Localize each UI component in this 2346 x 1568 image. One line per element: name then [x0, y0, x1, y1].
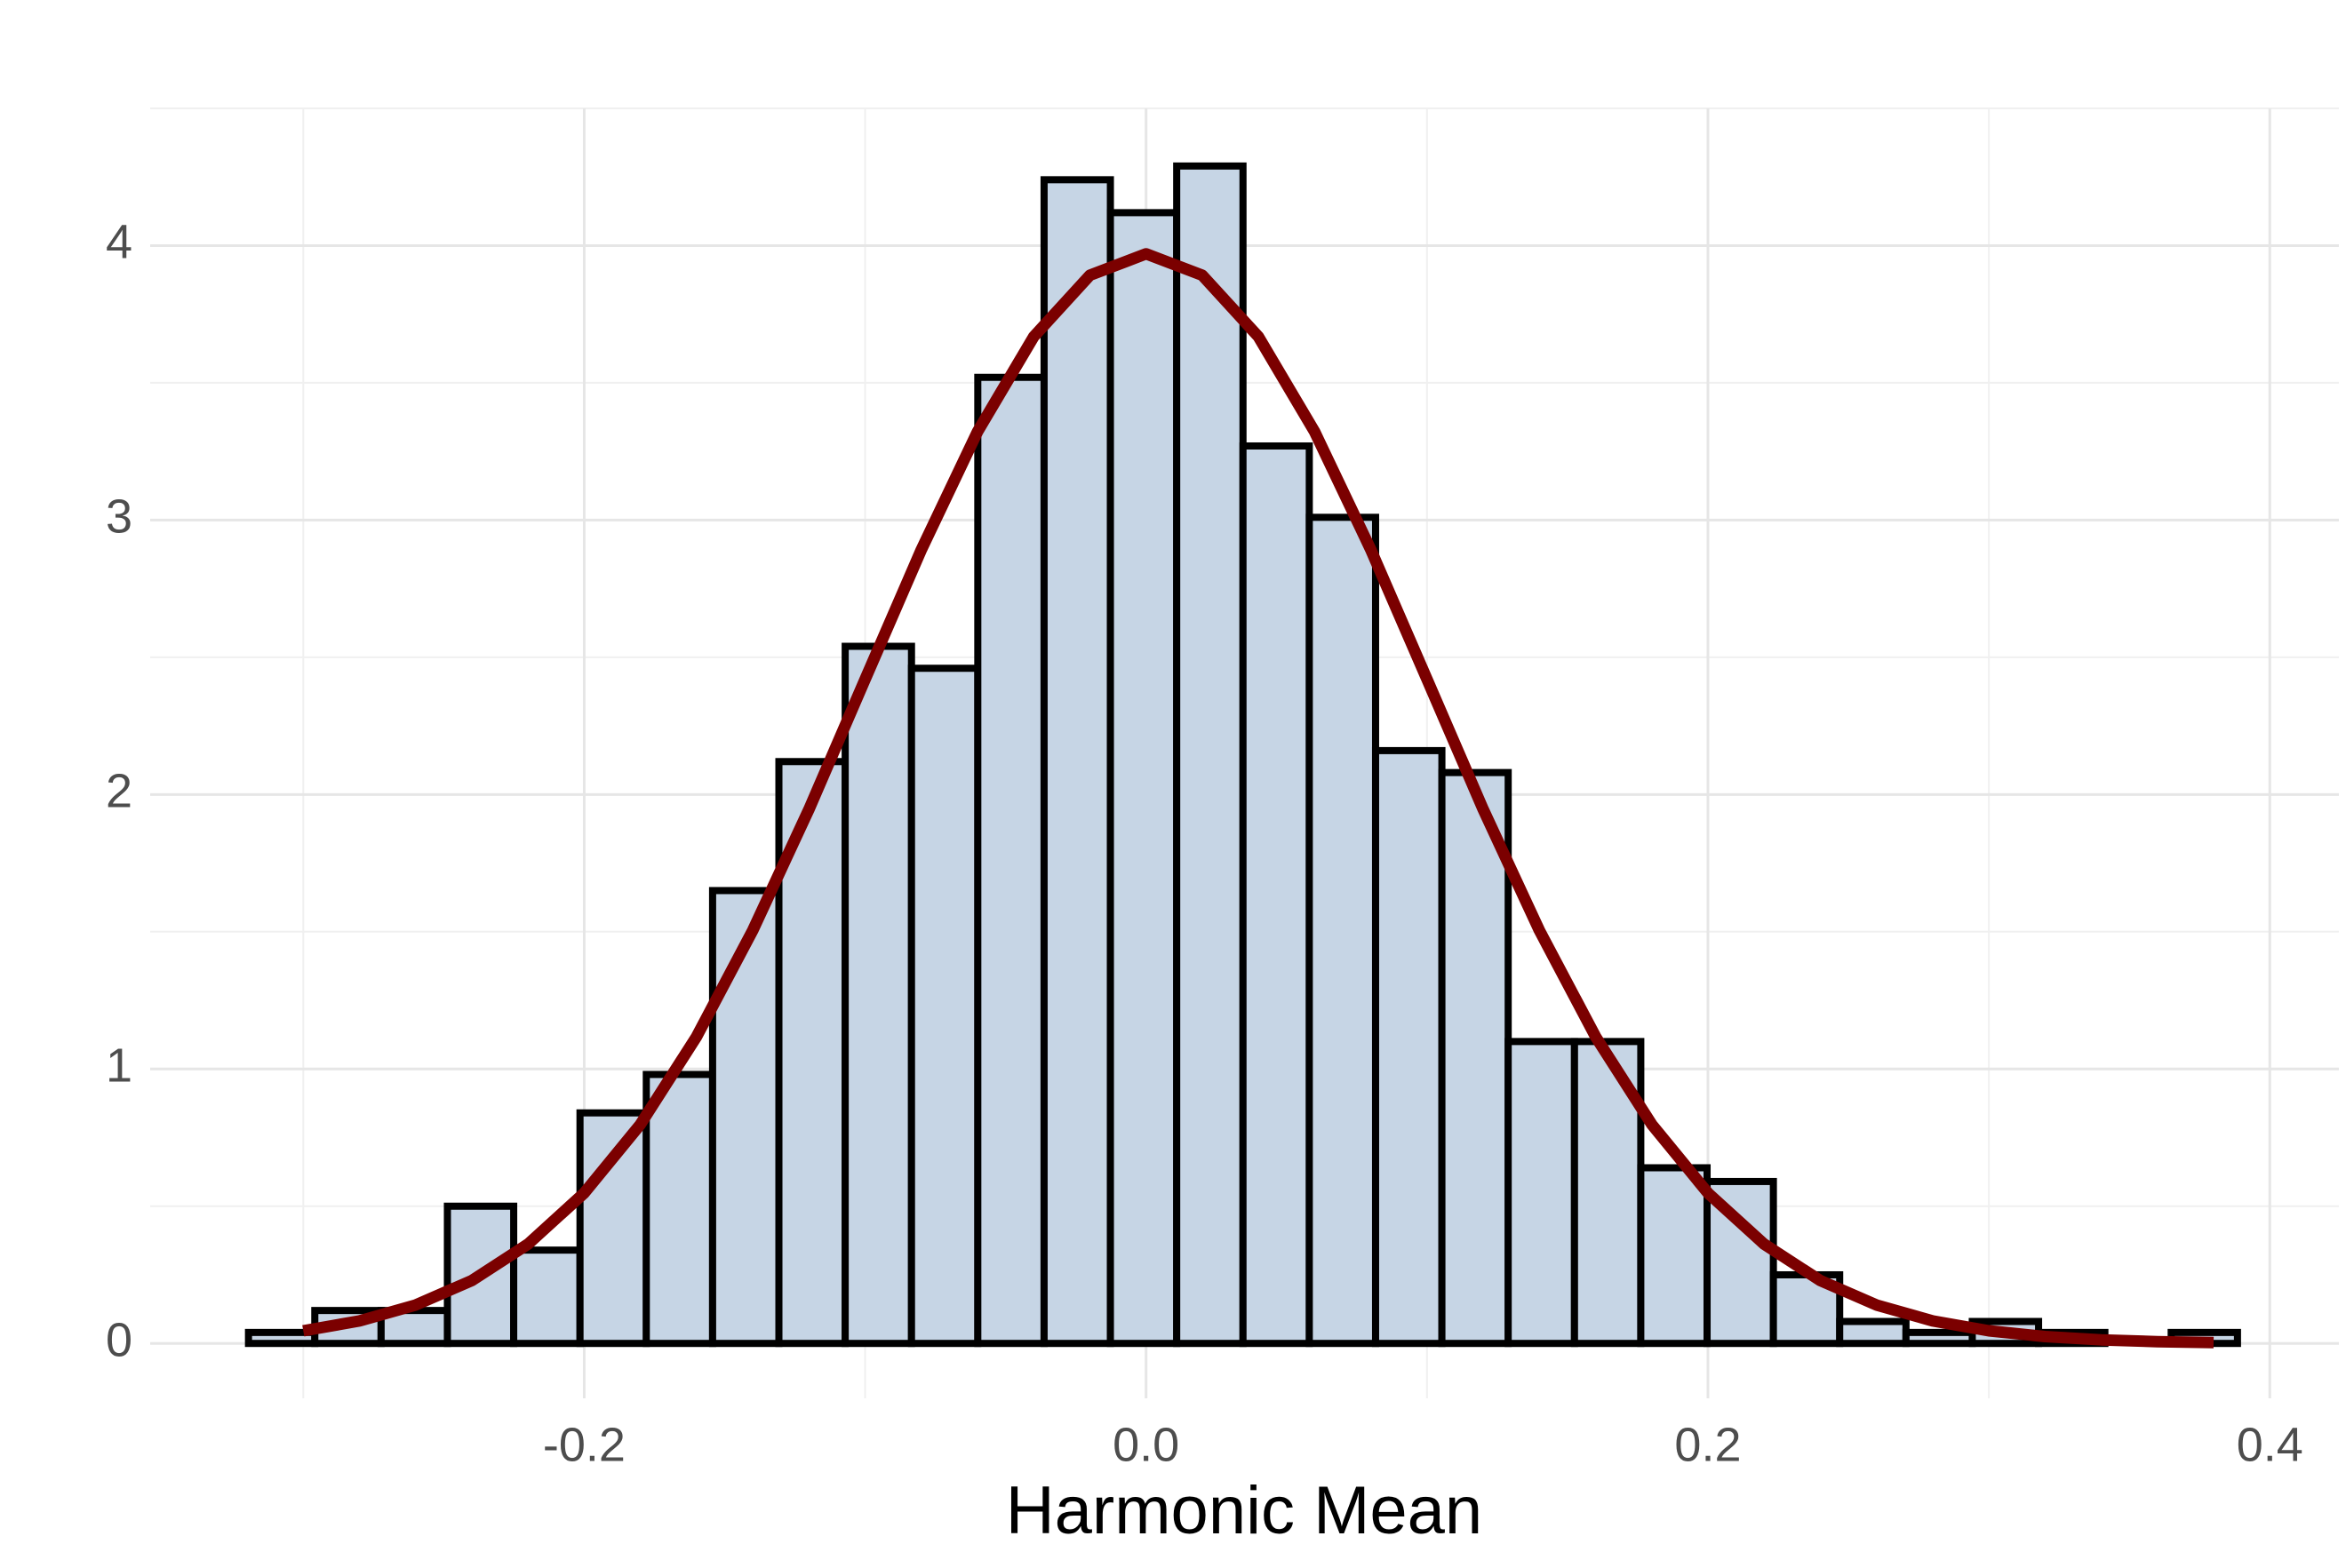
bar	[775, 758, 850, 1348]
bar	[1637, 1164, 1712, 1348]
bar	[1902, 1328, 1976, 1348]
bar	[1040, 176, 1114, 1348]
bar	[642, 1071, 716, 1348]
y-tick-label: 2	[106, 765, 132, 818]
x-tick-label: 0.2	[1674, 1418, 1741, 1471]
bar	[1106, 209, 1181, 1348]
bar	[708, 887, 783, 1348]
x-tick-label: 0.4	[2237, 1418, 2303, 1471]
bar	[1504, 1038, 1578, 1348]
y-tick-label: 0	[106, 1313, 132, 1366]
bar	[510, 1246, 584, 1348]
y-tick-label: 3	[106, 490, 132, 544]
bar	[1371, 746, 1446, 1348]
x-tick-label: 0.0	[1113, 1418, 1179, 1471]
bar	[907, 665, 982, 1348]
y-tick-label: 1	[106, 1039, 132, 1093]
bar	[842, 642, 915, 1348]
density-curve	[302, 248, 2214, 1349]
bar	[1305, 513, 1379, 1348]
bar	[1836, 1317, 1910, 1348]
x-tick-label: -0.2	[543, 1418, 626, 1471]
bar	[974, 373, 1048, 1348]
bar	[1438, 768, 1512, 1348]
y-tick-label: 4	[106, 216, 132, 269]
bar	[576, 1109, 650, 1348]
bar	[1173, 162, 1247, 1348]
x-axis-title: Harmonic Mean	[1006, 1473, 1482, 1548]
bar	[1239, 442, 1313, 1348]
bar	[1570, 1038, 1645, 1348]
